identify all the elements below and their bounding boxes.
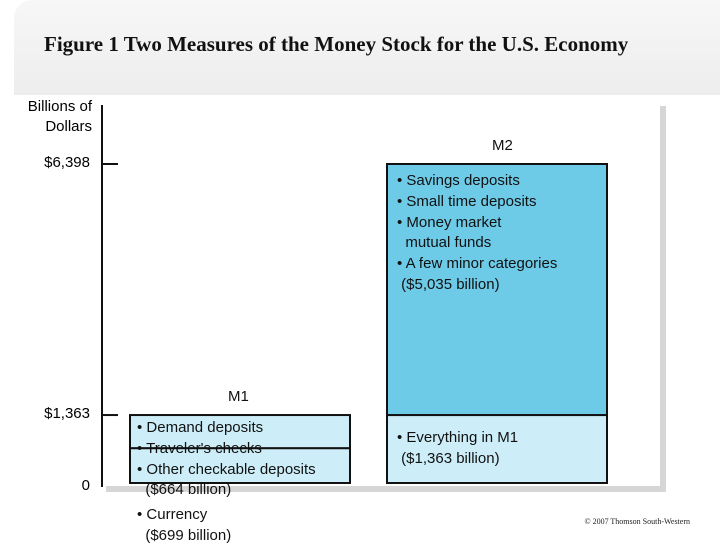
ticks-layer — [103, 163, 118, 417]
bar-label-m2: M2 — [492, 137, 513, 154]
segment-annotation-line: • Savings deposits — [397, 172, 520, 189]
segment-annotation: • Currency ($699 billion) — [137, 505, 231, 547]
segment-annotation-line: • Money market — [397, 213, 502, 231]
bar-segment-m1-1 — [129, 447, 351, 484]
segment-annotation-line: • Other checkable deposits — [137, 460, 316, 478]
segment-annotation-line: ($1,363 billion) — [397, 449, 500, 467]
y-tick-label: $1,363 — [44, 405, 90, 423]
segment-annotation-line: • Everything in M1 — [397, 429, 519, 447]
title-panel — [14, 0, 720, 95]
segment-annotation-line: ($5,035 billion) — [397, 275, 500, 293]
y-tick-label: 0 — [81, 477, 90, 494]
bar-segment-m1-2 — [129, 414, 351, 450]
bars-layer — [129, 163, 608, 484]
y-axis-label: Billions of Dollars — [27, 98, 92, 135]
segment-annotation-line: ($664 billion) — [137, 481, 232, 499]
segment-annotation-line: • A few minor categories — [397, 255, 558, 273]
segment-annotation-line: • Demand deposits — [137, 419, 264, 437]
segment-annotation-line: • Currency — [137, 506, 208, 524]
segment-annotation-line: mutual funds — [397, 234, 492, 252]
copyright-notice: © 2007 Thomson South-Western — [584, 517, 690, 526]
bar-label-m1: M1 — [228, 388, 249, 406]
segment-annotation-line: • Traveler's checks — [137, 439, 262, 457]
segment-annotation-line: • Small time deposits — [397, 192, 537, 210]
segment-annotation-line: ($699 billion) — [137, 526, 232, 544]
segment-annotation: • Demand deposits • Traveler's checks • Ot… — [137, 418, 316, 501]
segment-annotation: • Everything in M1 ($1,363 billion) — [397, 428, 518, 470]
bar-segment-m2-1 — [386, 414, 608, 484]
chart-title: Figure 1 Two Measures of the Money Stock… — [44, 32, 629, 56]
y-tick-label: $6,398 — [44, 154, 90, 171]
bar-segment-m2-2 — [386, 163, 608, 417]
segment-annotation: • Savings deposits • Small time deposits •… — [397, 171, 557, 296]
